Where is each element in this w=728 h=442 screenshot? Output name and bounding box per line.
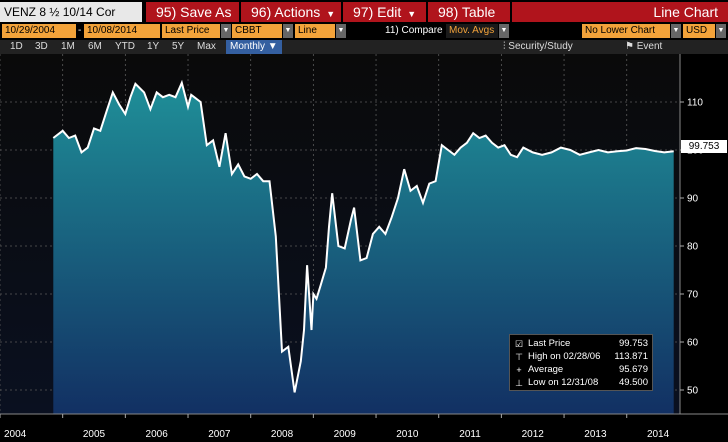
x-tick-label: 2009	[334, 429, 357, 440]
legend-box: ☑ Last Price 99.753 ⊤ High on 02/28/06 1…	[509, 334, 653, 391]
legend-last-price-label: Last Price	[528, 338, 571, 349]
actions-label: 96) Actions	[251, 4, 321, 20]
price-area	[53, 82, 674, 415]
table-button[interactable]: 98) Table	[428, 2, 510, 22]
chart-type-name: Line Chart	[512, 2, 728, 22]
frequency-select[interactable]: Monthly ▼	[226, 40, 282, 54]
x-tick-label: 2012	[522, 429, 545, 440]
chart-lines-icon: ⫶	[503, 41, 509, 52]
flag-icon: ⚑	[625, 41, 637, 52]
compare-button[interactable]: 11) Compare	[385, 25, 443, 36]
period-tab-max[interactable]: Max	[197, 41, 216, 52]
x-tick-label: 2004	[4, 429, 27, 440]
legend-low: ⊥ Low on 12/31/08 49.500	[514, 377, 650, 389]
save-as-label: 95) Save As	[156, 4, 232, 20]
title-bar: VENZ 8 ½ 10/14 Cor 95) Save As 96) Actio…	[0, 0, 728, 24]
low-marker-icon: ⊥	[515, 378, 523, 388]
event-label: Event	[636, 41, 663, 52]
event-button[interactable]: ⚑ Event	[625, 40, 662, 54]
security-ticker-field[interactable]: VENZ 8 ½ 10/14 Cor	[0, 2, 142, 22]
legend-last-price: ☑ Last Price 99.753	[514, 338, 650, 350]
currency-select[interactable]: USD	[683, 24, 715, 38]
x-tick-label: 2007	[208, 429, 231, 440]
x-tick-label: 2011	[459, 429, 481, 440]
source-select[interactable]: CBBT	[232, 24, 282, 38]
period-tab-1m[interactable]: 1M	[61, 41, 75, 52]
chevron-down-icon[interactable]: ▼	[283, 24, 293, 38]
price-line	[52, 79, 674, 393]
period-tabs: 1D 3D 1M 6M YTD 1Y 5Y Max Monthly ▼ ⫶ Se…	[0, 40, 728, 54]
period-tab-3d[interactable]: 3D	[35, 41, 48, 52]
chevron-down-icon: ▼	[267, 41, 278, 52]
average-marker-icon: +	[516, 365, 522, 375]
period-tab-ytd[interactable]: YTD	[115, 41, 135, 52]
chevron-down-icon[interactable]: ▼	[336, 24, 346, 38]
chevron-down-icon[interactable]: ▼	[221, 24, 231, 38]
field-row: 10/29/2004 - 10/08/2014 Last Price ▼ CBB…	[0, 24, 728, 39]
security-study-button[interactable]: ⫶ Security/Study	[503, 40, 573, 54]
legend-high-label: High on 02/28/06	[528, 351, 601, 362]
period-tab-6m[interactable]: 6M	[88, 41, 102, 52]
security-study-label: Security/Study	[508, 41, 573, 52]
y-tick-label: 110	[687, 98, 703, 109]
y-tick-label: 70	[687, 290, 699, 301]
chevron-down-icon[interactable]: ▼	[671, 24, 681, 38]
edit-label: 97) Edit	[353, 4, 402, 20]
legend-high-value: 113.871	[614, 351, 648, 362]
x-tick-label: 2014	[647, 429, 670, 440]
style-select[interactable]: Line	[295, 24, 335, 38]
frequency-label: Monthly	[230, 41, 266, 52]
lower-chart-select[interactable]: No Lower Chart	[582, 24, 670, 38]
last-price-tag: 99.753	[681, 140, 727, 153]
x-tick-label: 2008	[271, 429, 294, 440]
chevron-down-icon: ▼	[326, 9, 336, 19]
y-tick-label: 80	[687, 242, 699, 253]
x-axis-ticks: 2004 2005 2006 2007 2008 2009 2010 2011 2012 2013…	[0, 414, 670, 440]
x-tick-label: 2005	[83, 429, 106, 440]
chevron-down-icon: ▼	[407, 9, 417, 19]
actions-menu-button[interactable]: 96) Actions ▼	[241, 2, 341, 22]
mov-avgs-select[interactable]: Mov. Avgs	[446, 24, 498, 38]
checkbox-icon[interactable]: ☑	[514, 339, 524, 349]
legend-low-label: Low on 12/31/08	[528, 377, 599, 388]
legend-average: + Average 95.679	[514, 364, 650, 376]
legend-high: ⊤ High on 02/28/06 113.871	[514, 351, 650, 363]
high-marker-icon: ⊤	[515, 352, 523, 362]
start-date-field[interactable]: 10/29/2004	[2, 24, 76, 38]
x-tick-label: 2010	[396, 429, 419, 440]
price-field-select[interactable]: Last Price	[162, 24, 220, 38]
x-tick-label: 2013	[584, 429, 607, 440]
y-tick-label: 50	[687, 386, 699, 397]
period-tab-1y[interactable]: 1Y	[147, 41, 160, 52]
chevron-down-icon[interactable]: ▼	[499, 24, 509, 38]
save-as-button[interactable]: 95) Save As	[146, 2, 239, 22]
legend-average-label: Average	[528, 364, 564, 375]
y-tick-label: 60	[687, 338, 699, 349]
period-tab-1d[interactable]: 1D	[10, 41, 23, 52]
period-tab-5y[interactable]: 5Y	[172, 41, 185, 52]
legend-last-price-value: 99.753	[618, 338, 648, 349]
end-date-field[interactable]: 10/08/2014	[84, 24, 160, 38]
date-separator: -	[78, 25, 82, 36]
legend-low-value: 49.500	[618, 377, 648, 388]
y-tick-label: 90	[687, 194, 699, 205]
chevron-down-icon[interactable]: ▼	[716, 24, 726, 38]
legend-average-value: 95.679	[618, 364, 648, 375]
x-tick-label: 2006	[146, 429, 169, 440]
table-label: 98) Table	[438, 4, 496, 20]
edit-menu-button[interactable]: 97) Edit ▼	[343, 2, 426, 22]
